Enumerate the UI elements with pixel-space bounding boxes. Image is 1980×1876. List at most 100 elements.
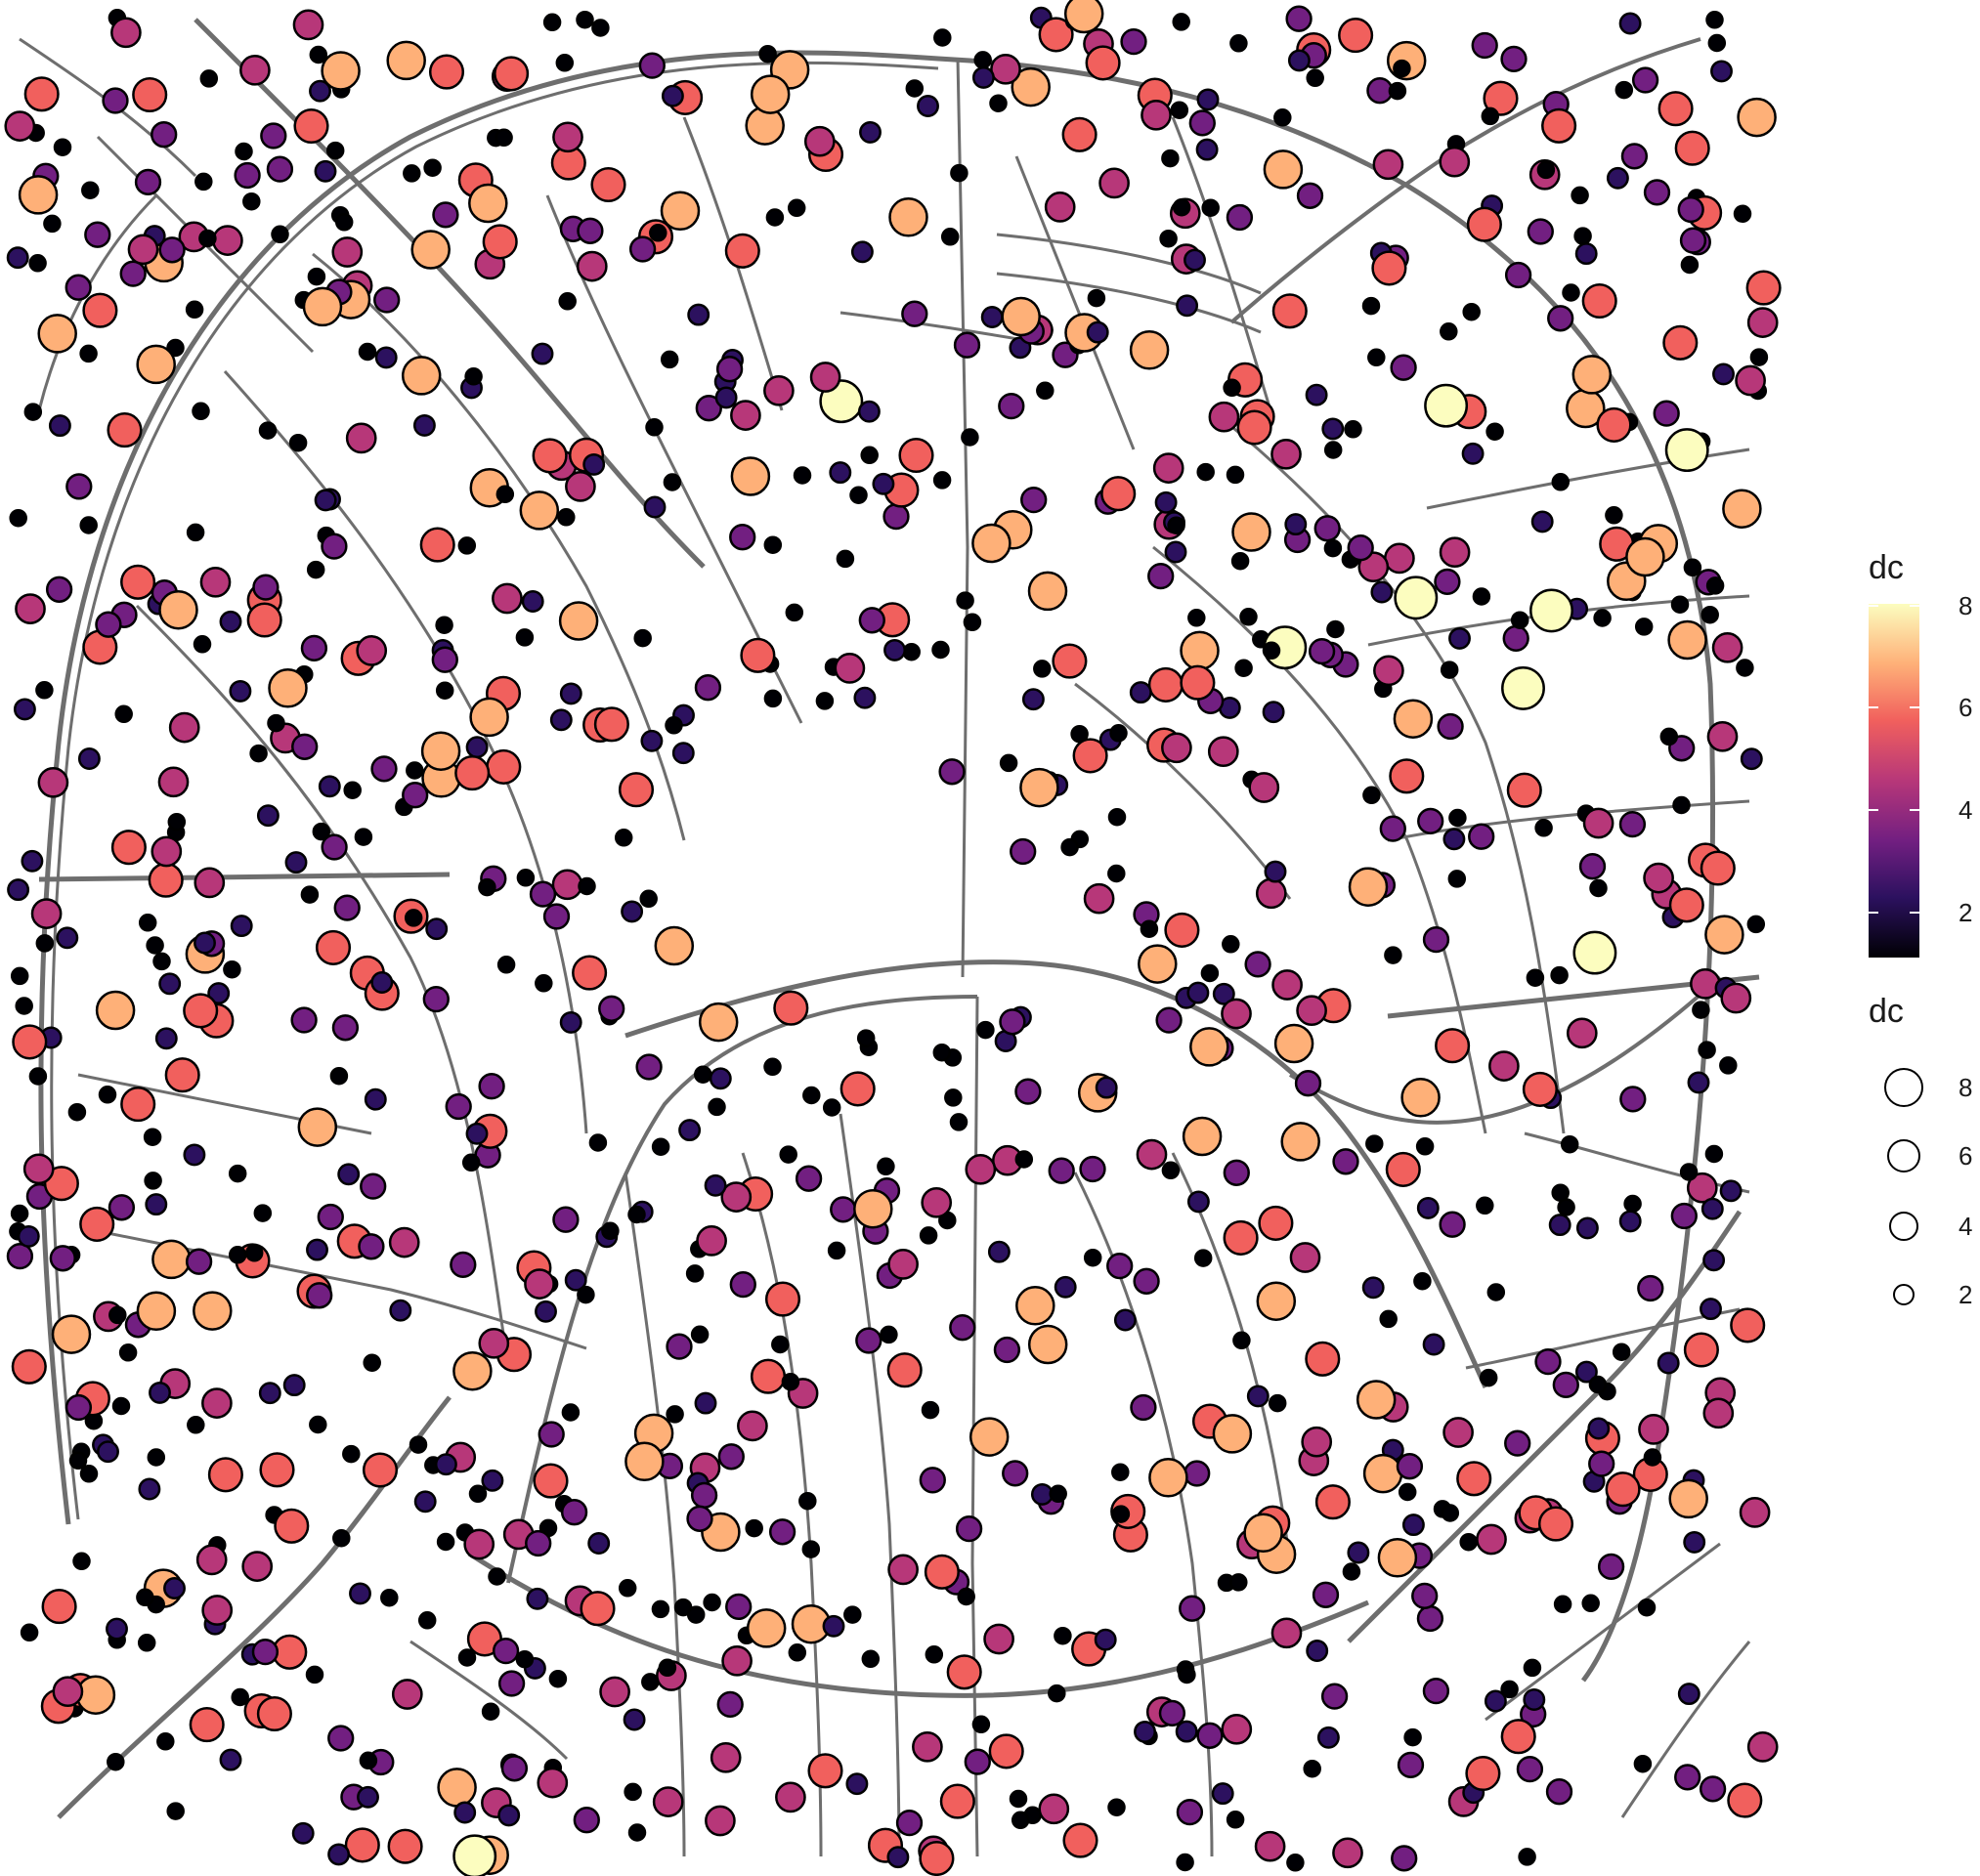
network-node <box>1373 655 1404 687</box>
network-node <box>1442 828 1466 851</box>
network-node <box>1502 624 1529 653</box>
network-node <box>1574 242 1598 266</box>
network-node <box>1158 1699 1186 1727</box>
network-node <box>1720 982 1752 1014</box>
network-node <box>714 386 738 409</box>
network-node <box>822 1614 845 1638</box>
network-node <box>1562 283 1580 302</box>
network-node <box>267 713 285 733</box>
network-node <box>413 1490 437 1514</box>
network-node <box>1667 619 1707 661</box>
network-node <box>1643 862 1674 894</box>
network-node <box>940 228 960 246</box>
network-node <box>144 1172 162 1190</box>
network-node <box>22 1153 55 1185</box>
network-node <box>1377 1538 1418 1578</box>
network-node <box>1719 1056 1738 1075</box>
network-node <box>822 1098 841 1117</box>
network-node <box>1618 12 1642 35</box>
network-node <box>318 775 341 798</box>
network-node <box>1631 66 1659 94</box>
network-node <box>775 1781 806 1813</box>
network-node <box>763 689 783 708</box>
network-node <box>983 1623 1014 1655</box>
network-node <box>1727 1782 1763 1818</box>
network-node <box>721 1644 753 1677</box>
network-node <box>1401 1514 1425 1537</box>
network-node <box>1323 441 1343 459</box>
network-node <box>389 1299 412 1322</box>
network-node <box>1285 5 1313 32</box>
network-node <box>388 1226 420 1258</box>
network-node <box>333 894 361 921</box>
network-node <box>641 1673 660 1691</box>
network-node <box>1196 462 1215 482</box>
network-node <box>1063 0 1104 34</box>
network-node <box>297 1107 338 1147</box>
network-node <box>192 402 210 421</box>
network-node <box>1472 587 1491 606</box>
network-node <box>327 1843 351 1866</box>
network-node <box>737 1410 768 1442</box>
network-node <box>1271 969 1303 1001</box>
network-node <box>212 225 243 256</box>
network-node <box>482 224 518 260</box>
network-node <box>785 603 804 622</box>
network-node <box>1551 1183 1570 1202</box>
network-node <box>291 733 319 760</box>
network-node <box>118 1343 138 1362</box>
network-node <box>291 1821 315 1845</box>
network-node <box>314 489 337 512</box>
network-node <box>877 1157 895 1176</box>
network-node <box>1422 1677 1450 1705</box>
network-node <box>1571 355 1613 395</box>
network-node <box>478 877 496 897</box>
legend-size-key <box>1887 1139 1920 1172</box>
network-node <box>412 413 436 437</box>
network-node <box>639 889 658 909</box>
network-node <box>1195 138 1219 161</box>
network-node <box>1270 1617 1303 1649</box>
network-node <box>1207 736 1239 768</box>
network-node <box>1536 160 1556 180</box>
network-node <box>1541 107 1577 144</box>
network-node <box>1637 1274 1664 1302</box>
network-node <box>329 1066 349 1086</box>
network-node <box>1212 1414 1253 1454</box>
network-node <box>28 1067 48 1086</box>
network-node <box>1581 282 1617 320</box>
network-node <box>577 1285 595 1304</box>
network-node <box>830 1196 857 1223</box>
network-node <box>998 392 1025 420</box>
network-node <box>1704 915 1744 955</box>
network-node <box>1504 261 1532 289</box>
network-node <box>260 122 287 149</box>
network-node <box>1136 1138 1168 1171</box>
network-node <box>515 628 535 647</box>
network-node <box>973 51 992 69</box>
network-node <box>302 286 343 327</box>
network-node <box>423 158 442 177</box>
network-node <box>282 1374 306 1397</box>
network-node <box>354 828 373 846</box>
network-node <box>542 13 562 32</box>
network-node <box>1208 401 1240 433</box>
network-node <box>686 1505 713 1532</box>
network-node <box>1581 1594 1600 1613</box>
network-node <box>614 829 633 847</box>
network-node <box>555 54 575 72</box>
network-node <box>148 862 184 898</box>
network-node <box>1447 870 1467 888</box>
network-node <box>576 10 594 29</box>
network-node <box>815 692 835 710</box>
network-node <box>740 637 776 673</box>
network-node <box>559 682 582 705</box>
network-node <box>1301 1426 1333 1458</box>
network-node <box>1176 294 1199 318</box>
network-node <box>293 107 329 145</box>
network-node <box>565 471 596 502</box>
network-node <box>149 1381 171 1404</box>
network-node <box>1264 860 1287 883</box>
network-node <box>1367 348 1386 367</box>
network-node <box>524 1268 555 1300</box>
